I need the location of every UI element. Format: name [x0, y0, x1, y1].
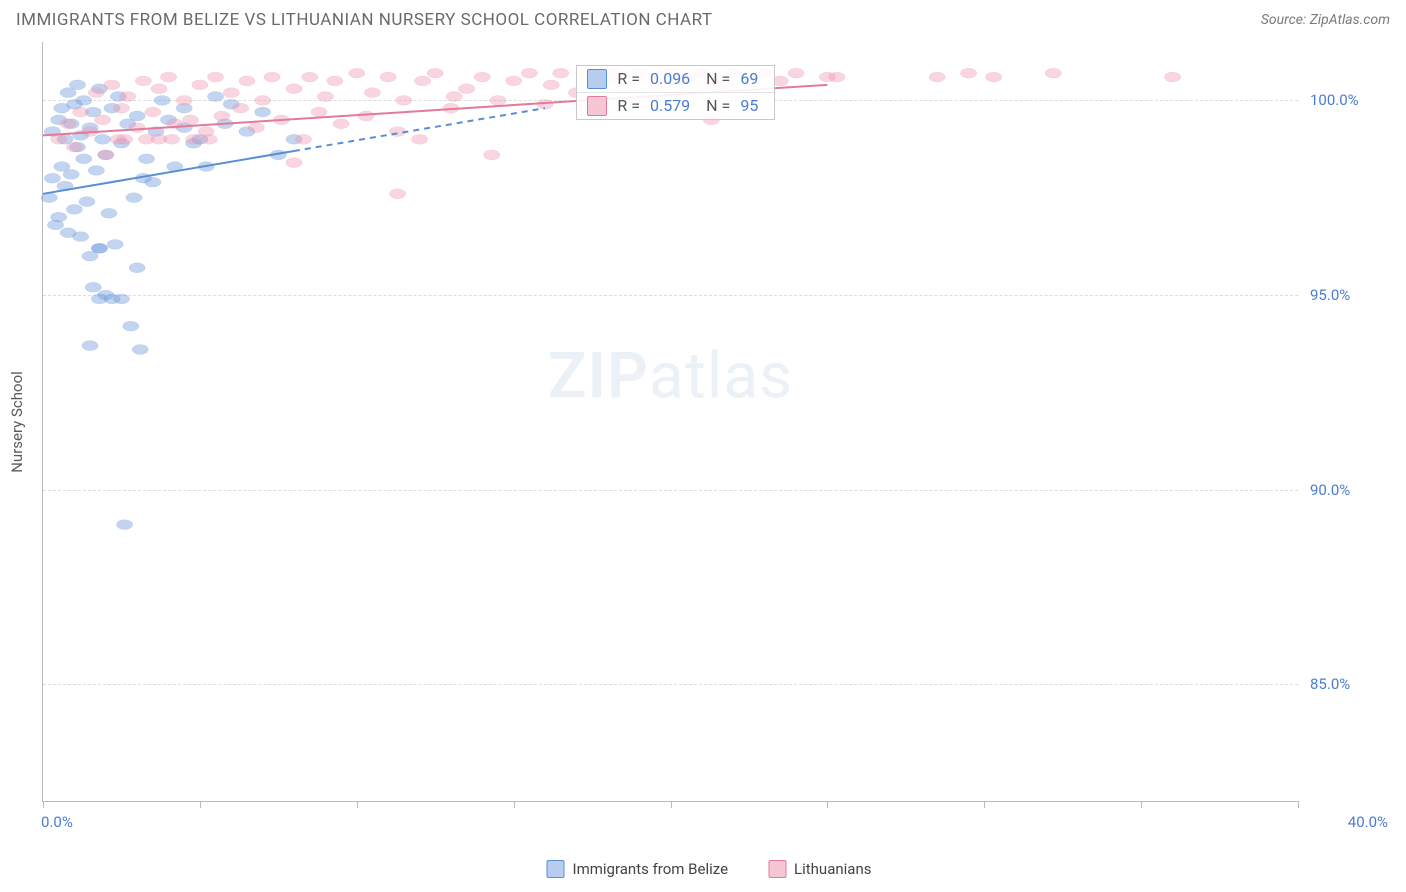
- swatch-icon: [768, 860, 786, 878]
- x-tick: [1141, 801, 1142, 808]
- legend-item-belize: Immigrants from Belize: [547, 860, 729, 878]
- swatch-icon: [587, 69, 607, 89]
- x-tick: [200, 801, 201, 808]
- x-tick: [357, 801, 358, 808]
- legend-item-lithuanians: Lithuanians: [768, 860, 871, 878]
- x-tick: [671, 801, 672, 808]
- y-tick-label: 90.0%: [1310, 481, 1350, 499]
- y-tick-label: 85.0%: [1310, 675, 1350, 693]
- swatch-icon: [547, 860, 565, 878]
- x-max-label: 40.0%: [1348, 813, 1388, 831]
- x-tick: [43, 801, 44, 808]
- source-label: Source: ZipAtlas.com: [1261, 12, 1390, 28]
- x-min-label: 0.0%: [41, 813, 73, 831]
- x-tick: [827, 801, 828, 808]
- y-tick-label: 95.0%: [1310, 286, 1350, 304]
- scatter-svg: [43, 42, 1298, 801]
- chart-title: IMMIGRANTS FROM BELIZE VS LITHUANIAN NUR…: [16, 10, 713, 30]
- x-tick: [514, 801, 515, 808]
- stat-row-lithuanians: R =0.579N =95: [577, 92, 774, 119]
- legend: Immigrants from Belize Lithuanians: [547, 860, 872, 878]
- y-axis-label: Nursery School: [8, 371, 26, 473]
- correlation-stats-box: R =0.096N =69R =0.579N =95: [576, 65, 775, 120]
- x-tick: [1298, 801, 1299, 808]
- stat-row-belize: R =0.096N =69: [577, 66, 774, 92]
- x-tick: [984, 801, 985, 808]
- swatch-icon: [587, 96, 607, 116]
- y-tick-label: 100.0%: [1310, 91, 1359, 109]
- plot-area: ZIPatlas 100.0%95.0%90.0%85.0% 0.0% 40.0…: [42, 42, 1298, 802]
